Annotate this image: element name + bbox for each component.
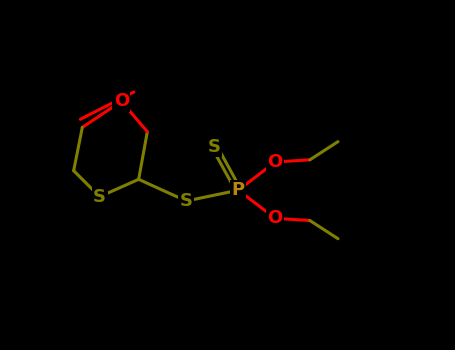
Text: S: S bbox=[208, 138, 221, 156]
Text: O: O bbox=[268, 209, 283, 228]
Text: S: S bbox=[180, 192, 193, 210]
Text: O: O bbox=[114, 92, 129, 110]
Text: S: S bbox=[93, 188, 106, 206]
Text: O: O bbox=[268, 153, 283, 171]
Text: P: P bbox=[232, 181, 245, 199]
